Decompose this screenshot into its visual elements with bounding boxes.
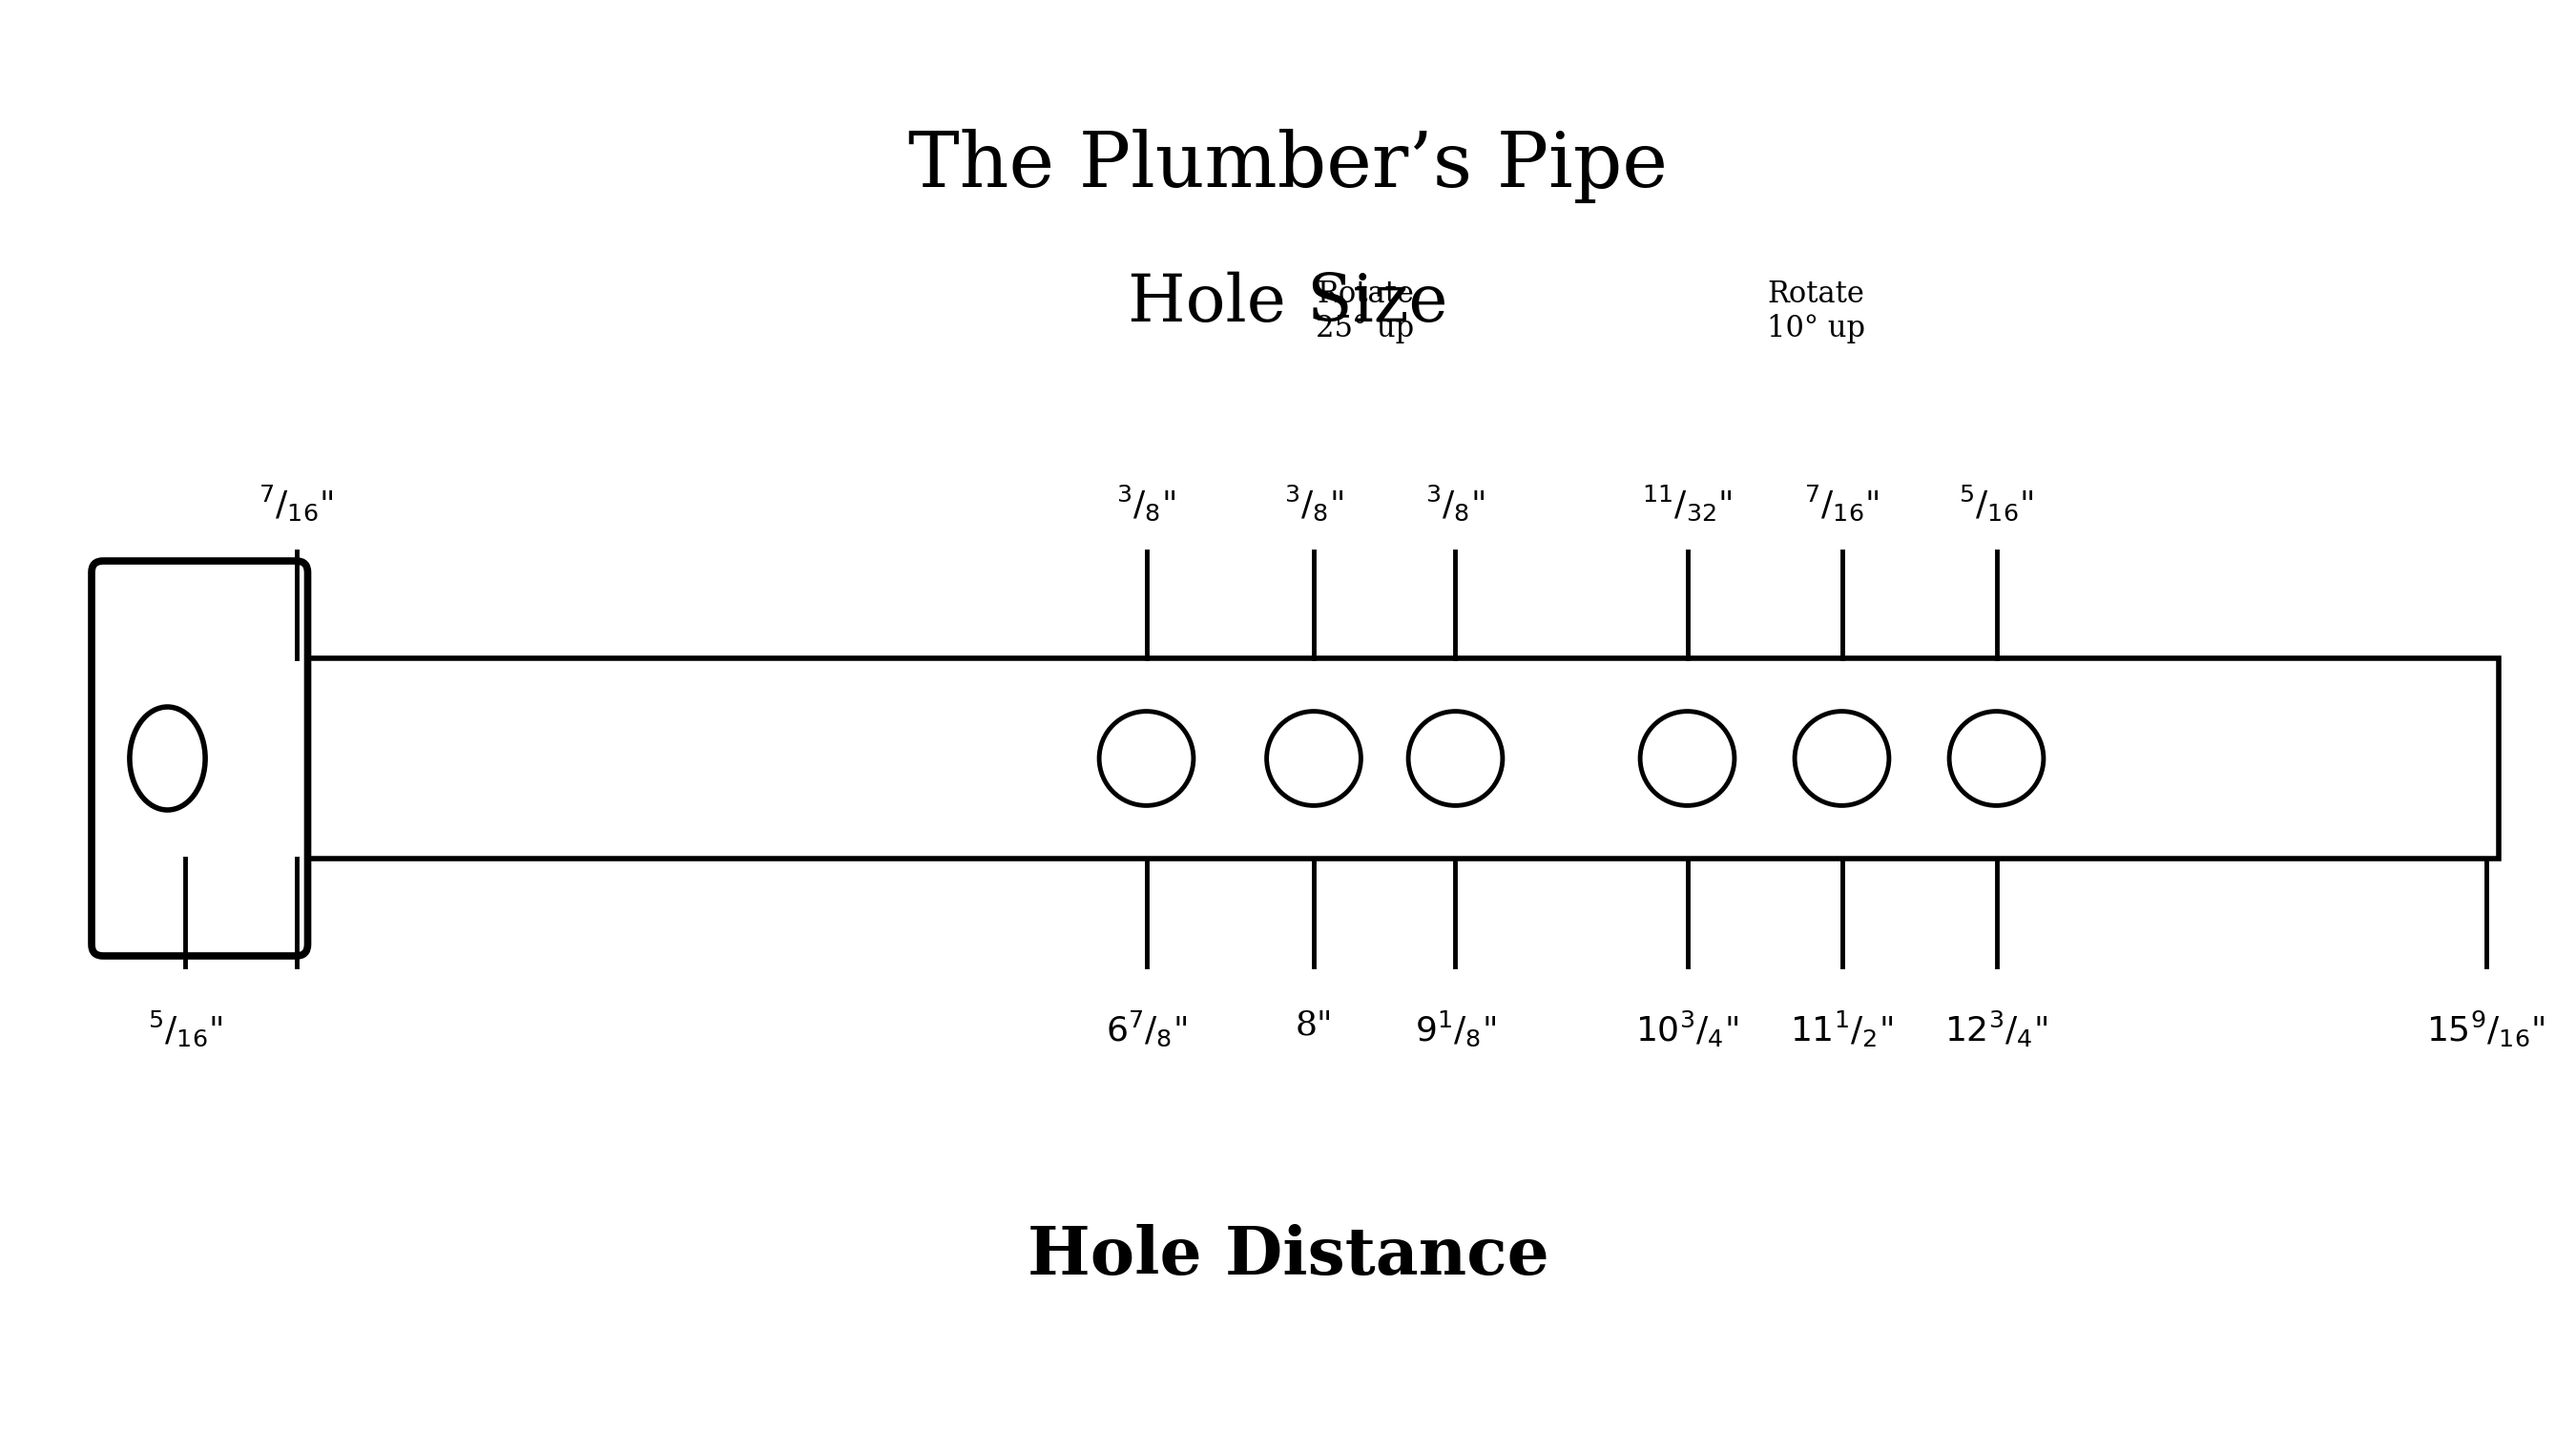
Bar <box>232 658 2499 859</box>
Text: The Plumber’s Pipe: The Plumber’s Pipe <box>909 129 1667 203</box>
Text: $^3/_{8}$": $^3/_{8}$" <box>1118 482 1175 522</box>
Ellipse shape <box>1267 711 1360 806</box>
Text: Hole Distance: Hole Distance <box>1028 1224 1548 1288</box>
Ellipse shape <box>129 707 206 810</box>
Text: $^{11}/_{32}$": $^{11}/_{32}$" <box>1643 482 1731 522</box>
Text: $^5/_{16}$": $^5/_{16}$" <box>149 1009 222 1049</box>
Text: $^7/_{16}$": $^7/_{16}$" <box>260 482 332 522</box>
Text: $12^3/_{4}$": $12^3/_{4}$" <box>1945 1009 2048 1049</box>
FancyBboxPatch shape <box>93 561 307 956</box>
Ellipse shape <box>1795 711 1888 806</box>
Text: Rotate
10° up: Rotate 10° up <box>1767 279 1865 343</box>
Text: Hole Size: Hole Size <box>1128 272 1448 335</box>
Ellipse shape <box>1409 711 1502 806</box>
Ellipse shape <box>1100 711 1193 806</box>
Text: $^7/_{16}$": $^7/_{16}$" <box>1806 482 1878 522</box>
Text: $^5/_{16}$": $^5/_{16}$" <box>1960 482 2032 522</box>
Text: $^3/_{8}$": $^3/_{8}$" <box>1427 482 1484 522</box>
Text: $10^3/_{4}$": $10^3/_{4}$" <box>1636 1009 1739 1049</box>
Text: Rotate
25° up: Rotate 25° up <box>1316 279 1414 343</box>
Text: $15^9/_{16}$": $15^9/_{16}$" <box>2427 1009 2545 1049</box>
Text: $6^7/_{8}$": $6^7/_{8}$" <box>1105 1009 1188 1049</box>
Text: $9^1/_{8}$": $9^1/_{8}$" <box>1414 1009 1497 1049</box>
Ellipse shape <box>1641 711 1734 806</box>
Text: $^3/_{8}$": $^3/_{8}$" <box>1285 482 1342 522</box>
Text: 8": 8" <box>1296 1009 1332 1042</box>
Ellipse shape <box>1950 711 2043 806</box>
Text: $11^1/_{2}$": $11^1/_{2}$" <box>1790 1009 1893 1049</box>
